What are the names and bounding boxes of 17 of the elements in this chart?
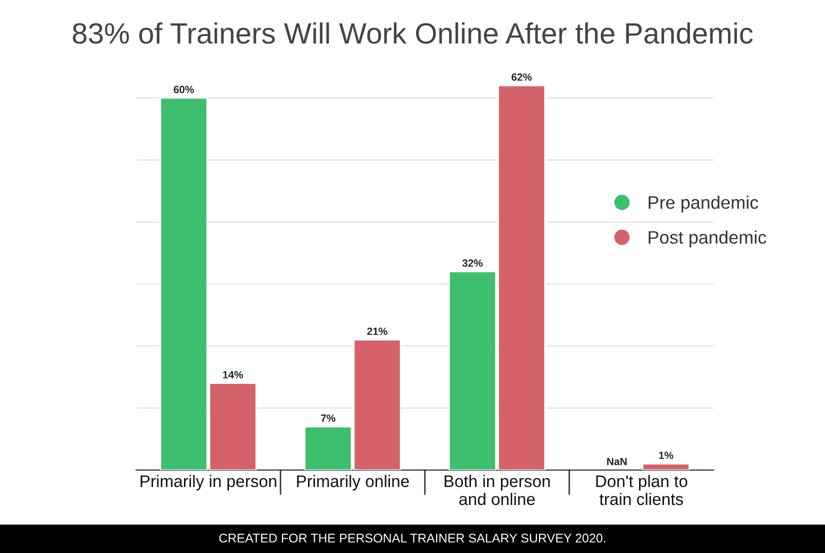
text: NaN bbox=[607, 458, 627, 466]
x-tick-label: Primarily online bbox=[297, 474, 409, 490]
legend-label: Pre pandemic bbox=[648, 196, 758, 212]
text: CREATED FOR THE PERSONAL TRAINER SALARY SURVEY 2020. bbox=[219, 534, 606, 543]
x-tick-label: Both in person and online bbox=[444, 474, 550, 506]
bar bbox=[642, 463, 690, 470]
chart-title: 83% of Trainers Will Work Online After the Pandemic bbox=[72, 22, 753, 44]
x-tick-label: Primarily in person bbox=[140, 474, 276, 490]
data-label: 21% bbox=[367, 328, 388, 335]
data-label: 62% bbox=[512, 73, 532, 81]
data-label: 32% bbox=[462, 259, 483, 267]
legend-label: Post pandemic bbox=[648, 230, 766, 248]
data-label: 1% bbox=[659, 452, 674, 459]
data-label: 14% bbox=[223, 371, 244, 378]
data-label: 60% bbox=[174, 86, 194, 94]
data-label: 7% bbox=[321, 414, 336, 422]
x-tick-label: Don't plan to train clients bbox=[596, 474, 688, 506]
